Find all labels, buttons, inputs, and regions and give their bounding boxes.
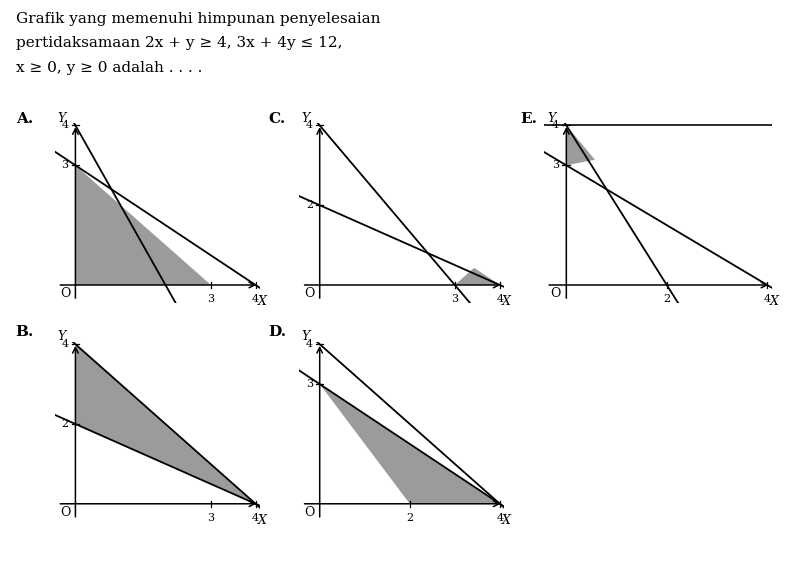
Text: 3: 3 <box>61 160 69 171</box>
Text: Grafik yang memenuhi himpunan penyelesaian: Grafik yang memenuhi himpunan penyelesai… <box>16 12 381 26</box>
Text: 3: 3 <box>552 160 559 171</box>
Text: A.: A. <box>16 112 33 126</box>
Text: O: O <box>61 506 71 519</box>
Text: O: O <box>61 287 71 300</box>
Text: Y: Y <box>547 112 556 125</box>
Text: 4: 4 <box>552 121 559 130</box>
Text: 2: 2 <box>406 513 414 522</box>
Text: 4: 4 <box>306 339 313 349</box>
Text: x ≥ 0, y ≥ 0 adalah . . . .: x ≥ 0, y ≥ 0 adalah . . . . <box>16 61 203 75</box>
Text: C.: C. <box>268 112 285 126</box>
Text: X: X <box>502 295 511 308</box>
Polygon shape <box>76 344 255 504</box>
Text: 4: 4 <box>496 513 504 522</box>
Text: X: X <box>770 295 779 308</box>
Text: E.: E. <box>520 112 537 126</box>
Text: X: X <box>258 514 266 527</box>
Text: O: O <box>305 287 315 300</box>
Polygon shape <box>455 268 500 285</box>
Text: 4: 4 <box>252 513 259 522</box>
Text: O: O <box>305 506 315 519</box>
Text: X: X <box>258 295 266 308</box>
Text: 4: 4 <box>61 339 69 349</box>
Text: pertidaksamaan 2x + y ≥ 4, 3x + 4y ≤ 12,: pertidaksamaan 2x + y ≥ 4, 3x + 4y ≤ 12, <box>16 36 342 50</box>
Text: 4: 4 <box>764 294 771 304</box>
Text: Y: Y <box>58 330 65 343</box>
Text: 2: 2 <box>663 294 671 304</box>
Text: 2: 2 <box>61 419 69 429</box>
Text: 4: 4 <box>61 121 69 130</box>
Polygon shape <box>76 165 210 285</box>
Text: 4: 4 <box>496 294 504 304</box>
Text: O: O <box>550 287 560 300</box>
Text: 3: 3 <box>207 294 214 304</box>
Text: 4: 4 <box>306 121 313 130</box>
Text: Y: Y <box>302 112 310 125</box>
Text: Y: Y <box>302 330 310 343</box>
Text: X: X <box>502 514 511 527</box>
Polygon shape <box>320 384 500 504</box>
Text: D.: D. <box>268 325 286 339</box>
Text: Y: Y <box>58 112 65 125</box>
Text: 2: 2 <box>306 200 313 210</box>
Text: B.: B. <box>16 325 34 339</box>
Text: 3: 3 <box>306 379 313 389</box>
Text: 4: 4 <box>252 294 259 304</box>
Text: 3: 3 <box>452 294 459 304</box>
Polygon shape <box>567 126 595 165</box>
Text: 3: 3 <box>207 513 214 522</box>
